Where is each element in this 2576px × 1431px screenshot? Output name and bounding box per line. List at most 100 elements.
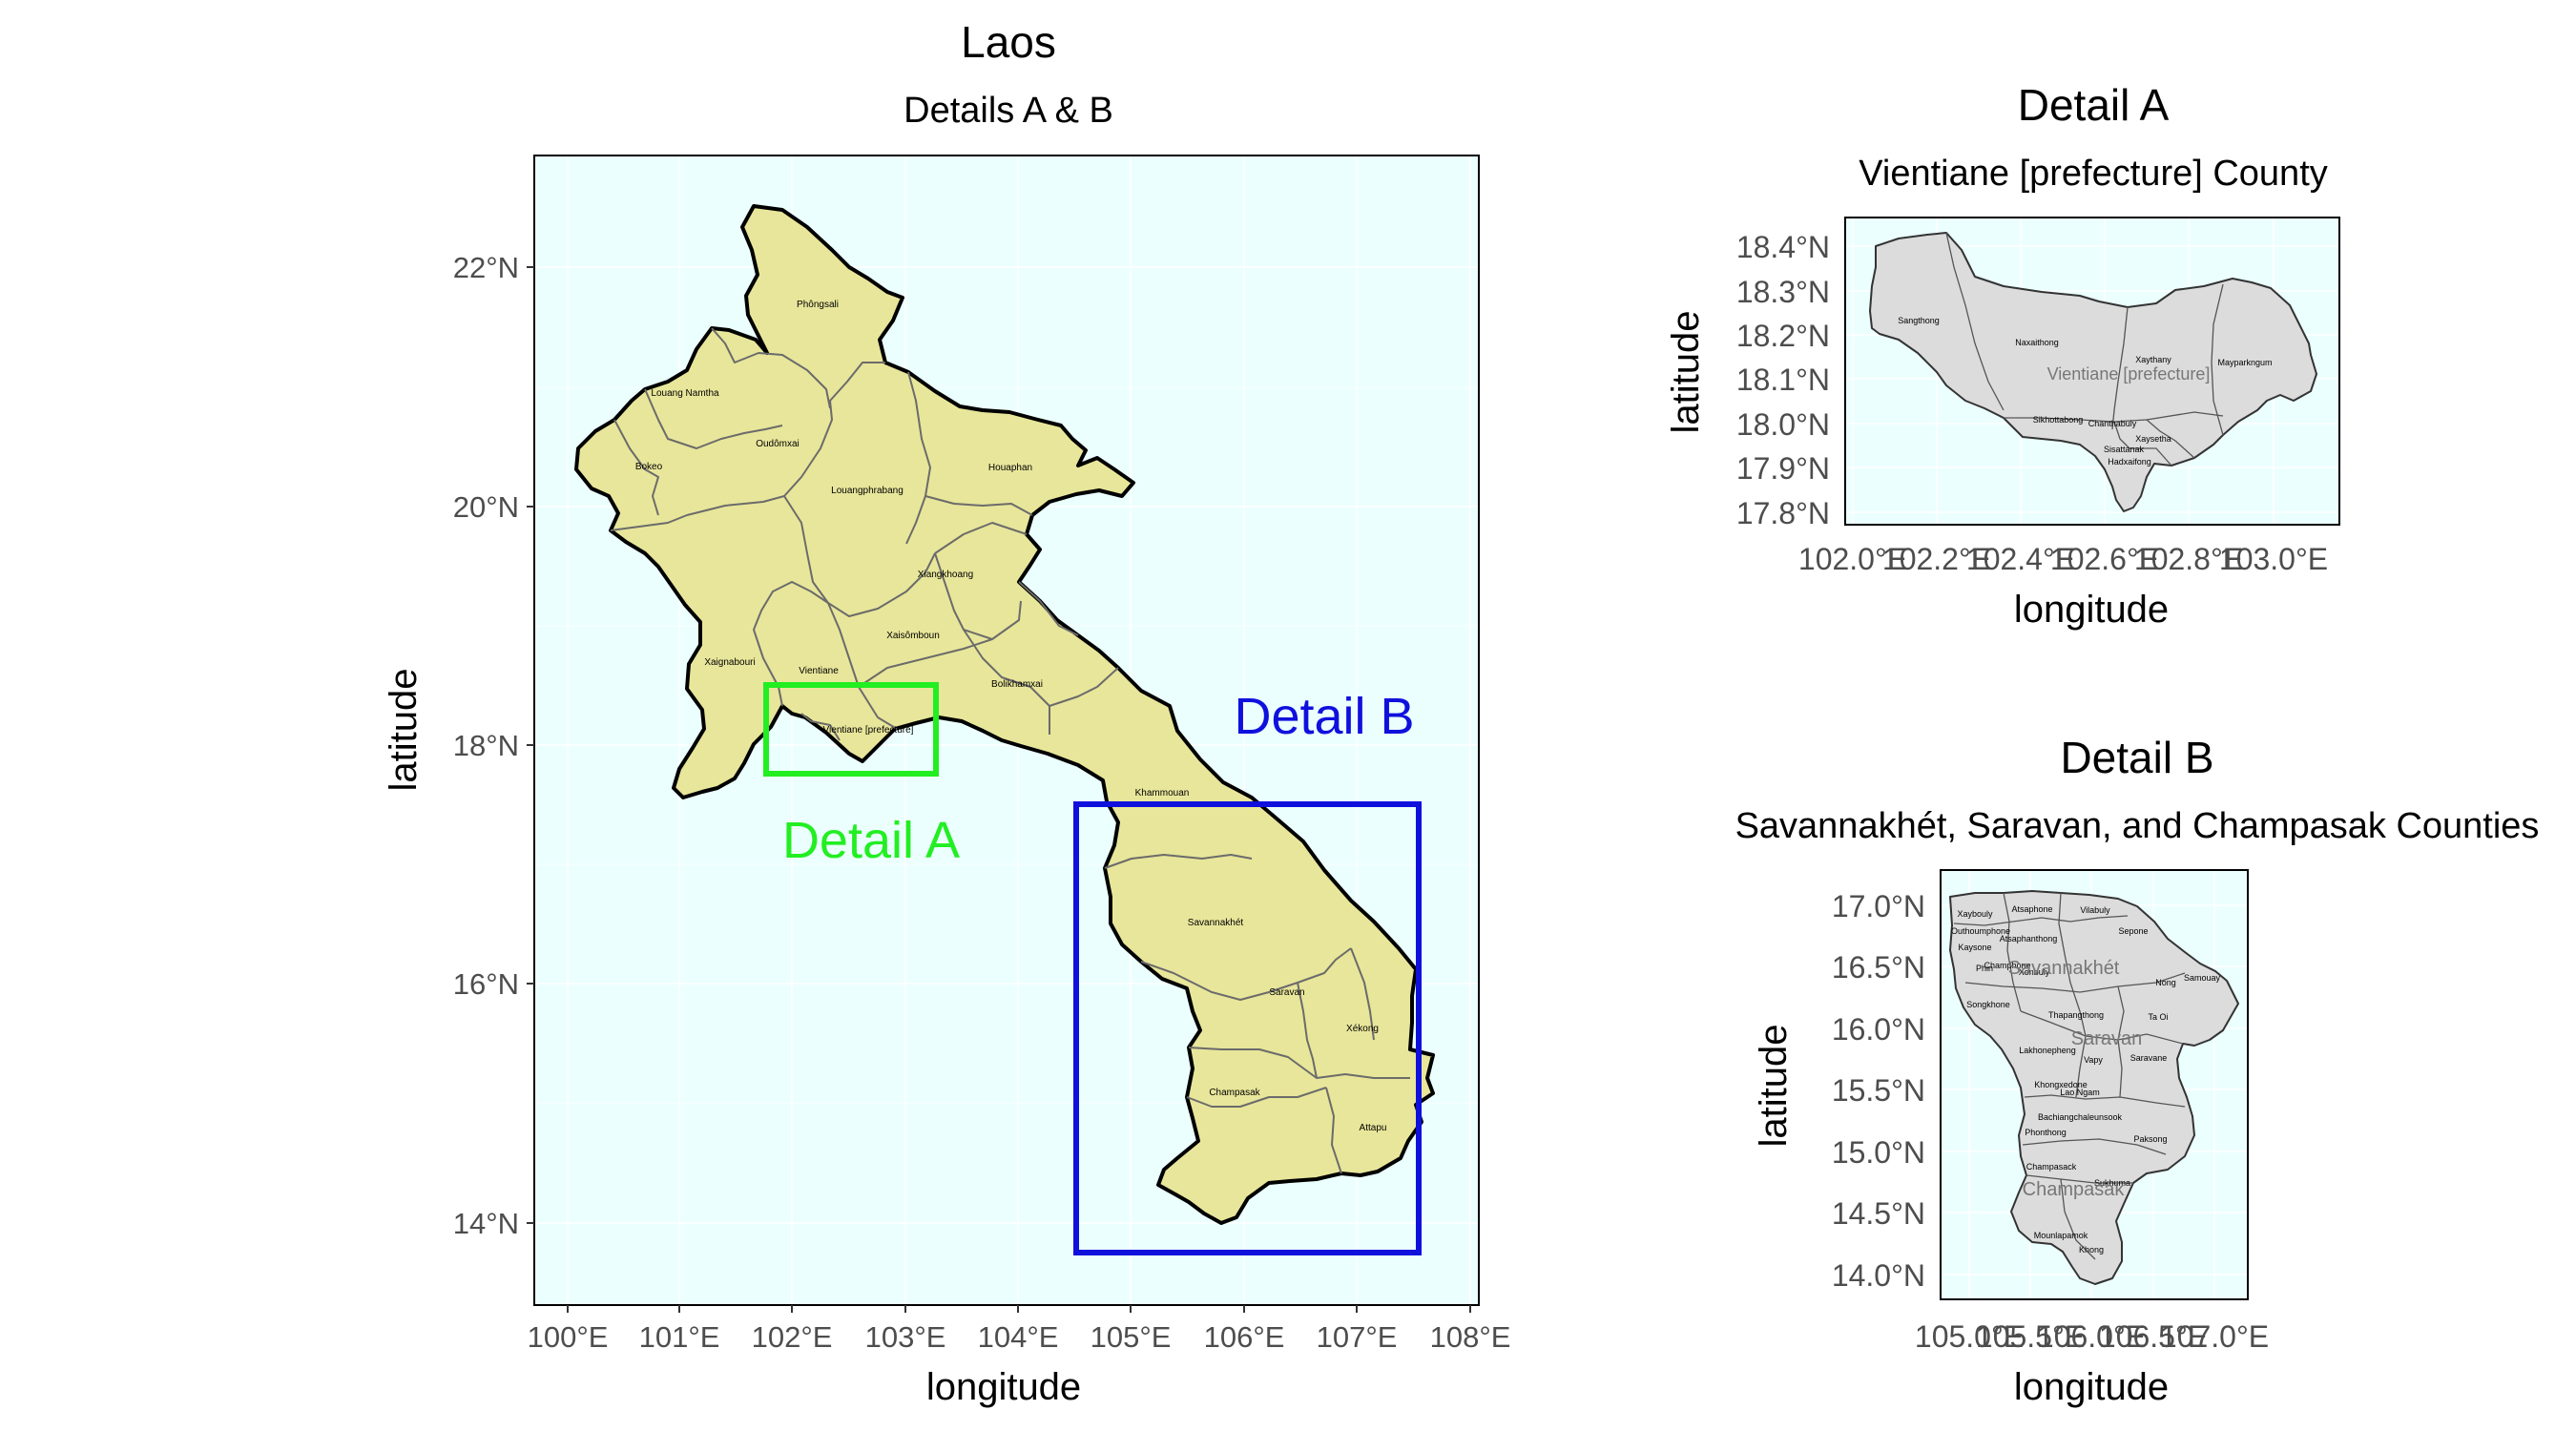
y-tick-label: 14.5°N <box>1832 1196 1925 1231</box>
district-label: Mayparkngum <box>2217 358 2272 367</box>
district-label: Ta Oi <box>2148 1012 2168 1022</box>
x-tick-label: 102.8°E <box>2134 542 2243 576</box>
province-label: Xékong <box>1346 1024 1379 1034</box>
district-label: Saravane <box>2130 1053 2168 1063</box>
district-label: Khongxedone <box>2034 1080 2088 1089</box>
county-label: Vientiane [prefecture] <box>2047 364 2211 384</box>
y-tick-label: 15.5°N <box>1832 1073 1925 1108</box>
x-tick-label: 107.0°E <box>2160 1319 2269 1354</box>
district-label: Xaysetha <box>2135 434 2171 444</box>
detail-a-subtitle: Vientiane [prefecture] County <box>1859 154 2328 194</box>
district-label: Mounlapamok <box>2034 1231 2088 1240</box>
x-tick-label: 104°E <box>978 1320 1059 1354</box>
province-label: Vientiane <box>799 666 839 676</box>
main-map-y-axis: 22°N 20°N 18°N 16°N 14°N <box>453 251 534 1240</box>
detail-b-panel: Detail B Savannakhét, Saravan, and Champ… <box>1735 733 2540 1408</box>
y-tick-label: 18.1°N <box>1736 363 1830 397</box>
y-tick-label: 16.0°N <box>1832 1012 1925 1047</box>
district-label: Vapy <box>2084 1055 2103 1065</box>
district-label: Chanthabuly <box>2088 419 2137 428</box>
x-tick-label: 107°E <box>1317 1320 1398 1354</box>
province-label: Louang Namtha <box>651 388 719 399</box>
district-label: Sukhuma <box>2094 1178 2130 1188</box>
y-tick-label: 17.9°N <box>1736 451 1830 486</box>
x-tick-label: 108°E <box>1430 1320 1511 1354</box>
district-label: Xonbuly <box>2019 967 2050 977</box>
detail-b-x-axis: 105.0°E 105.5°E 106.0°E 106.5°E 107.0°E <box>1915 1319 2269 1354</box>
y-tick-label: 18°N <box>453 729 519 762</box>
district-label: Atsaphone <box>2011 904 2052 914</box>
main-map-title: Laos <box>961 17 1056 67</box>
province-label: Champasak <box>1209 1088 1260 1098</box>
main-map-x-axis: 100°E 101°E 102°E 103°E 104°E 105°E 106°… <box>528 1305 1511 1354</box>
district-label: Naxaithong <box>2015 338 2059 347</box>
y-tick-label: 18.2°N <box>1736 319 1830 353</box>
district-label: Xaybouly <box>1957 909 1993 919</box>
district-label: Champhone <box>1984 961 2030 970</box>
province-label: Xaisômboun <box>886 631 940 641</box>
detail-b-box <box>1073 801 1422 1255</box>
y-tick-label: 18.4°N <box>1736 230 1830 264</box>
detail-a-border <box>1844 217 2340 526</box>
detail-b-y-axis-title: latitude <box>1753 1025 1795 1148</box>
province-label: Bokeo <box>635 462 663 472</box>
district-label: Vilabuly <box>2080 905 2110 915</box>
detail-a-x-axis-title: longitude <box>2014 589 2169 631</box>
province-label: Vientiane [prefecture] <box>823 725 914 736</box>
province-label: Phôngsali <box>797 300 839 310</box>
x-tick-label: 103°E <box>865 1320 946 1354</box>
detail-a-title: Detail A <box>2018 80 2170 130</box>
district-label: Outhoumphone <box>1951 926 2010 936</box>
county-label: Champasak <box>2023 1179 2126 1200</box>
main-map-panel: Laos Details A & B <box>383 17 1510 1408</box>
district-label: Bachiangchaleunsook <box>2038 1112 2123 1122</box>
province-label: Xaignabouri <box>704 657 755 668</box>
detail-b-subtitle: Savannakhét, Saravan, and Champasak Coun… <box>1735 806 2540 846</box>
district-label: Sisattanak <box>2104 445 2145 454</box>
y-tick-label: 17.8°N <box>1736 496 1830 530</box>
y-tick-label: 20°N <box>453 490 519 524</box>
detail-a-district-borders <box>1945 232 2224 467</box>
detail-b-title: Detail B <box>2060 733 2213 782</box>
province-label: Houaphan <box>988 463 1032 473</box>
county-label: Savannakhét <box>2008 958 2120 979</box>
detail-a-panel: Detail A Vientiane [prefecture] County <box>1665 80 2340 631</box>
province-label: Xiangkhoang <box>918 570 973 580</box>
detail-b-border <box>1940 869 2249 1300</box>
y-tick-label: 16.5°N <box>1832 950 1925 985</box>
x-tick-label: 106.0°E <box>2037 1319 2146 1354</box>
province-label: Bolikhamxai <box>991 679 1043 690</box>
x-tick-label: 106°E <box>1204 1320 1285 1354</box>
main-map-y-axis-title: latitude <box>383 669 425 792</box>
detail-a-labels: Sangthong Naxaithong Xaythany Mayparkngu… <box>1898 316 2272 467</box>
x-tick-label: 105.0°E <box>1915 1319 2024 1354</box>
y-tick-label: 18.3°N <box>1736 275 1830 309</box>
detail-a-annotation: Detail A <box>782 812 960 869</box>
province-labels: Phôngsali Louang Namtha Oudômxai Bokeo L… <box>635 300 1387 1133</box>
province-label: Savannakhét <box>1188 918 1244 928</box>
district-label: Nong <box>2155 978 2176 987</box>
y-tick-label: 22°N <box>453 251 519 284</box>
y-tick-label: 15.0°N <box>1832 1135 1925 1170</box>
district-label: Paksong <box>2133 1134 2167 1144</box>
district-label: Phonthong <box>2025 1128 2067 1137</box>
district-label: Samouay <box>2184 973 2221 983</box>
province-label: Saravan <box>1269 987 1304 998</box>
district-label: Champasack <box>2026 1162 2077 1172</box>
x-tick-label: 100°E <box>528 1320 609 1354</box>
x-tick-label: 102.4°E <box>1966 542 2075 576</box>
district-label: Kaysone <box>1958 943 1991 952</box>
district-label: Khong <box>2079 1245 2104 1255</box>
district-label: Lao Ngam <box>2060 1088 2100 1097</box>
x-tick-label: 102.0°E <box>1798 542 1907 576</box>
district-label: Hadxaifong <box>2108 457 2151 467</box>
province-label: Oudômxai <box>756 439 800 449</box>
district-label: Sepone <box>2118 926 2148 936</box>
x-tick-label: 103.0°E <box>2219 542 2328 576</box>
district-label: Lakhonepheng <box>2019 1046 2076 1055</box>
y-tick-label: 17.0°N <box>1832 889 1925 923</box>
detail-a-box <box>763 682 939 777</box>
y-tick-label: 14.0°N <box>1832 1258 1925 1293</box>
province-borders <box>610 327 1410 1174</box>
